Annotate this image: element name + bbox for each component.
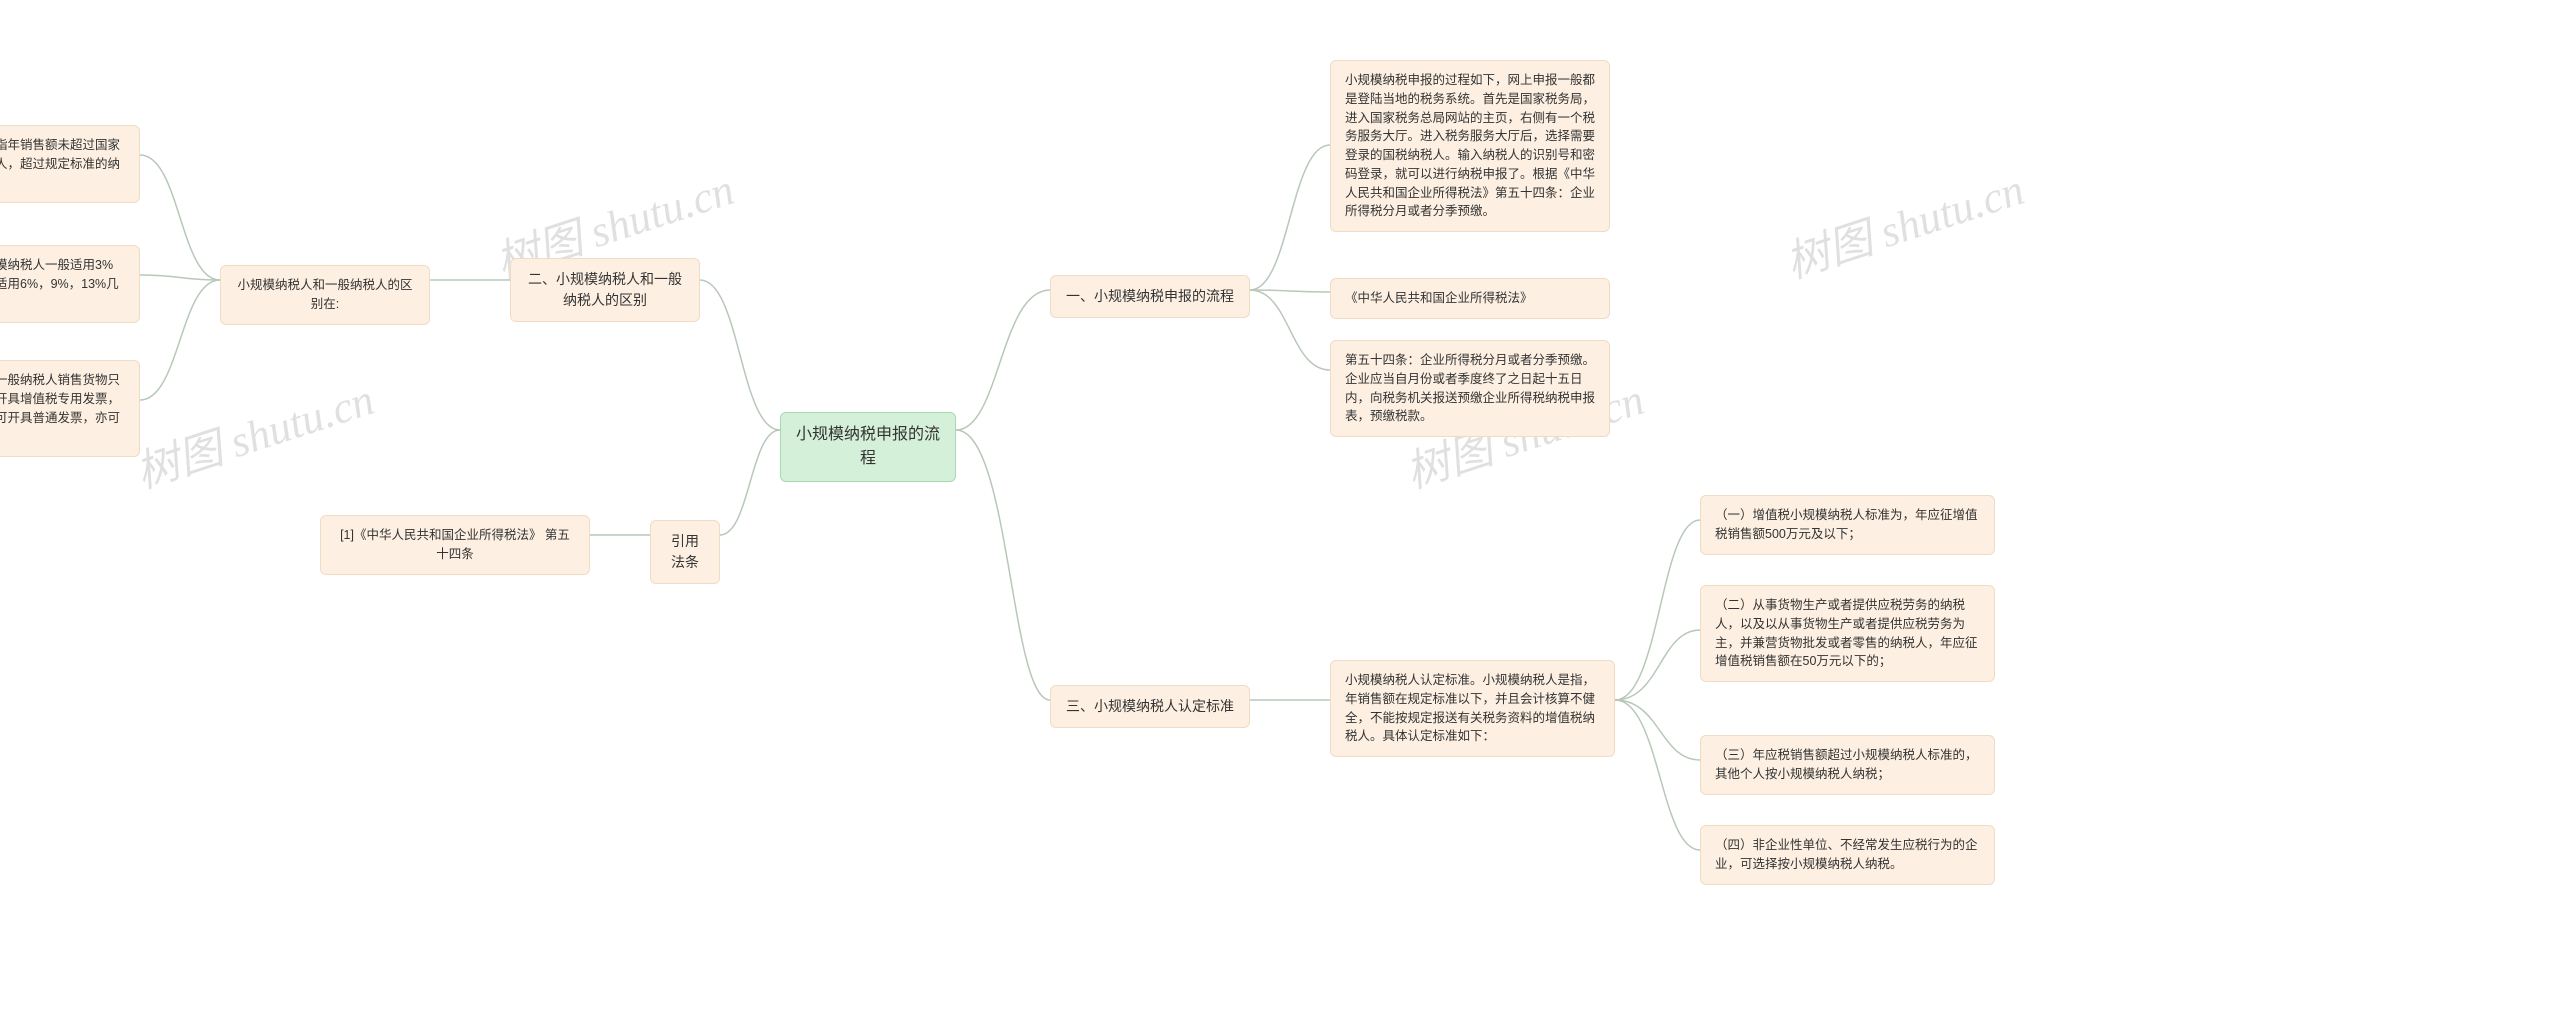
- b2-leaf-3: （三）发票权限不同，一般纳税人销售货物只能开具普通发票，不能开具增值税专用发票，…: [0, 360, 140, 457]
- b2-leaf-2: （二）税率不同，小规模纳税人一般适用3%税率。一般纳税人一般适用6%，9%，13…: [0, 245, 140, 323]
- b1-leaf-1: 小规模纳税申报的过程如下，网上申报一般都是登陆当地的税务系统。首先是国家税务局，…: [1330, 60, 1610, 232]
- watermark: 树图 shutu.cn: [1776, 153, 2031, 290]
- b1-leaf-3: 第五十四条：企业所得税分月或者分季预缴。企业应当自月份或者季度终了之日起十五日内…: [1330, 340, 1610, 437]
- b2-leaf-1: （一）小规模纳税人是指年销售额未超过国家规定标准的增值税纳税人，超过规定标准的纳…: [0, 125, 140, 203]
- branch-1: 一、小规模纳税申报的流程: [1050, 275, 1250, 318]
- b3-leaf-2: （二）从事货物生产或者提供应税劳务的纳税人，以及以从事货物生产或者提供应税劳务为…: [1700, 585, 1995, 682]
- b3-mid: 小规模纳税人认定标准。小规模纳税人是指，年销售额在规定标准以下，并且会计核算不健…: [1330, 660, 1615, 757]
- branch-3: 三、小规模纳税人认定标准: [1050, 685, 1250, 728]
- branch-ref: 引用法条: [650, 520, 720, 584]
- b1-leaf-2: 《中华人民共和国企业所得税法》: [1330, 278, 1610, 319]
- b2-mid: 小规模纳税人和一般纳税人的区别在:: [220, 265, 430, 325]
- connectors: [0, 0, 2560, 1014]
- root-node: 小规模纳税申报的流程: [780, 412, 956, 482]
- watermark: 树图 shutu.cn: [126, 363, 381, 500]
- b3-leaf-3: （三）年应税销售额超过小规模纳税人标准的，其他个人按小规模纳税人纳税；: [1700, 735, 1995, 795]
- branch-2: 二、小规模纳税人和一般纳税人的区别: [510, 258, 700, 322]
- ref-leaf: [1]《中华人民共和国企业所得税法》 第五十四条: [320, 515, 590, 575]
- b3-leaf-4: （四）非企业性单位、不经常发生应税行为的企业，可选择按小规模纳税人纳税。: [1700, 825, 1995, 885]
- b3-leaf-1: （一）增值税小规模纳税人标准为，年应征增值税销售额500万元及以下；: [1700, 495, 1995, 555]
